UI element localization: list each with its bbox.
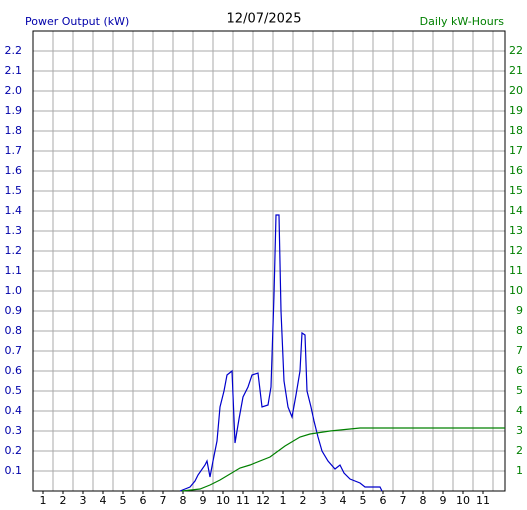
- x-tick-label: 6: [140, 494, 147, 507]
- x-tick-label: 5: [360, 494, 367, 507]
- y-tick-label: 0.2: [5, 444, 23, 457]
- y2-tick-label: 8: [516, 324, 523, 337]
- x-tick-label: 8: [180, 494, 187, 507]
- x-tick-label: 7: [400, 494, 407, 507]
- y-tick-label: 1.2: [5, 244, 23, 257]
- y2-tick-label: 7: [516, 344, 523, 357]
- y2-tick-label: 2: [516, 444, 523, 457]
- y-tick-label: 1.4: [5, 204, 23, 217]
- y2-tick-label: 12: [509, 244, 523, 257]
- y-tick-label: 0.5: [5, 384, 23, 397]
- y-tick-label: 0.8: [5, 324, 23, 337]
- y2-tick-label: 9: [516, 304, 523, 317]
- y2-tick-label: 13: [509, 224, 523, 237]
- x-tick-label: 11: [236, 494, 250, 507]
- x-tick-label: 1: [40, 494, 47, 507]
- y-tick-label: 0.3: [5, 424, 23, 437]
- y2-axis-label: Daily kW-Hours: [420, 15, 505, 28]
- series-line: [179, 214, 383, 492]
- y-tick-label: 2.2: [5, 44, 23, 57]
- x-tick-label: 10: [216, 494, 230, 507]
- y2-tick-label: 14: [509, 204, 523, 217]
- series-line: [181, 427, 505, 492]
- y-axis-label: Power Output (kW): [25, 15, 129, 28]
- x-tick-label: 8: [420, 494, 427, 507]
- x-tick-label: 3: [320, 494, 327, 507]
- y2-tick-label: 19: [509, 104, 523, 117]
- y2-tick-label: 4: [516, 404, 523, 417]
- x-tick-label: 5: [120, 494, 127, 507]
- y2-tick-label: 11: [509, 264, 523, 277]
- y-tick-label: 0.4: [5, 404, 23, 417]
- x-tick-label: 4: [100, 494, 107, 507]
- y2-tick-label: 10: [509, 284, 523, 297]
- y-tick-label: 1.7: [5, 144, 23, 157]
- y2-tick-label: 16: [509, 164, 523, 177]
- x-tick-label: 9: [200, 494, 207, 507]
- x-tick-label: 12: [256, 494, 270, 507]
- y-tick-label: 0.1: [5, 464, 23, 477]
- y-tick-label: 1.1: [5, 264, 23, 277]
- y2-tick-label: 5: [516, 384, 523, 397]
- x-tick-label: 2: [300, 494, 307, 507]
- y2-tick-label: 20: [509, 84, 523, 97]
- y2-tick-label: 22: [509, 44, 523, 57]
- x-tick-label: 10: [456, 494, 470, 507]
- x-tick-label: 9: [440, 494, 447, 507]
- plot-border: [32, 30, 506, 492]
- y2-tick-label: 1: [516, 464, 523, 477]
- y2-tick-label: 6: [516, 364, 523, 377]
- chart-title: 12/07/2025: [227, 12, 302, 27]
- x-tick-label: 11: [476, 494, 490, 507]
- x-tick-label: 3: [80, 494, 87, 507]
- y2-tick-label: 17: [509, 144, 523, 157]
- y-tick-label: 1.9: [5, 104, 23, 117]
- x-tick-label: 1: [280, 494, 287, 507]
- y-tick-label: 1.8: [5, 124, 23, 137]
- y-tick-label: 1.0: [5, 284, 23, 297]
- y-tick-label: 2.0: [5, 84, 23, 97]
- x-tick-label: 4: [340, 494, 347, 507]
- y-tick-label: 0.6: [5, 364, 23, 377]
- y2-tick-label: 21: [509, 64, 523, 77]
- x-tick-label: 6: [380, 494, 387, 507]
- y-tick-label: 2.1: [5, 64, 23, 77]
- y-tick-label: 1.5: [5, 184, 23, 197]
- y2-tick-label: 3: [516, 424, 523, 437]
- x-tick-label: 7: [160, 494, 167, 507]
- y-tick-label: 1.3: [5, 224, 23, 237]
- x-tick-label: 2: [60, 494, 67, 507]
- y-tick-label: 1.6: [5, 164, 23, 177]
- y-tick-label: 0.9: [5, 304, 23, 317]
- y2-tick-label: 18: [509, 124, 523, 137]
- y2-tick-label: 15: [509, 184, 523, 197]
- y-tick-label: 0.7: [5, 344, 23, 357]
